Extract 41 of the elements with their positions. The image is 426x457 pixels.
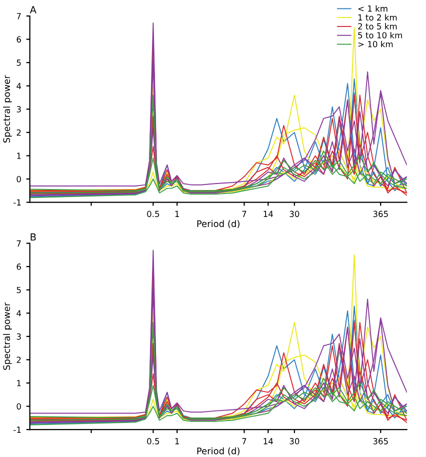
legend-label: 2 to 5 km	[358, 23, 397, 30]
chart-title: B	[30, 233, 36, 241]
x-tick-label: 0.5	[147, 210, 160, 218]
x-tick-label: 14	[264, 210, 273, 217]
y-tick-label: -1	[14, 426, 21, 433]
legend-label: 1 to 2 km	[358, 14, 397, 21]
y-tick-label: 6	[16, 264, 21, 270]
y-tick-label: 3	[16, 106, 21, 112]
x-tick-label: 365	[373, 210, 388, 218]
y-tick-label: 2	[16, 129, 21, 136]
x-tick-label: 30	[290, 438, 300, 444]
x-axis-title: Period (d)	[197, 447, 240, 456]
x-tick-label: 0.5	[147, 438, 160, 444]
x-tick-label: 14	[264, 438, 273, 444]
chart-title: A	[30, 6, 36, 14]
x-tick-label: 7	[242, 210, 246, 217]
y-tick-label: 0	[16, 403, 21, 410]
x-tick-label: 1	[175, 210, 179, 217]
y-tick-label: 1	[17, 152, 21, 159]
y-tick-label: 4	[16, 310, 22, 316]
y-tick-label: 5	[16, 286, 21, 294]
x-tick-label: 7	[242, 438, 246, 444]
y-tick-label: 5	[16, 60, 21, 66]
y-tick-label: 6	[16, 36, 21, 43]
y-tick-label: -1	[14, 199, 21, 206]
x-tick-label: 30	[290, 210, 300, 218]
legend-label: < 1 km	[358, 5, 388, 12]
y-axis-title: Spectral power	[3, 302, 12, 370]
y-tick-label: 3	[16, 333, 21, 340]
y-tick-label: 0	[16, 176, 21, 182]
y-axis-title: Spectral power	[3, 75, 12, 143]
x-tick-label: 365	[373, 438, 388, 444]
y-tick-label: 1	[17, 380, 21, 386]
legend-label: 5 to 10 km	[358, 32, 402, 38]
y-tick-label: 7	[16, 13, 21, 20]
y-tick-label: 4	[16, 82, 22, 90]
x-axis-title: Period (d)	[197, 220, 240, 228]
legend-label: > 10 km	[358, 40, 393, 48]
y-tick-label: 7	[16, 240, 21, 246]
x-tick-label: 1	[175, 438, 179, 444]
y-tick-label: 2	[16, 356, 21, 363]
